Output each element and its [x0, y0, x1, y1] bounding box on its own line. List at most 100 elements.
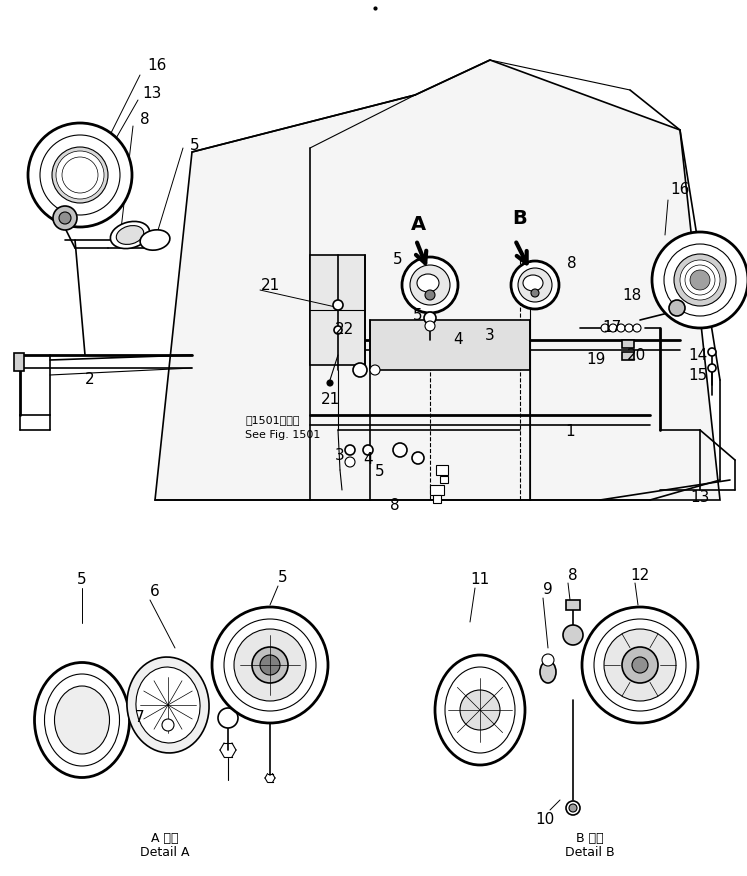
- Circle shape: [708, 364, 716, 372]
- Text: See Fig. 1501: See Fig. 1501: [245, 430, 320, 440]
- Text: 第1501図参照: 第1501図参照: [245, 415, 300, 425]
- Circle shape: [674, 254, 726, 306]
- Circle shape: [334, 326, 342, 334]
- Circle shape: [708, 348, 716, 356]
- Ellipse shape: [117, 226, 143, 244]
- Circle shape: [260, 655, 280, 675]
- Circle shape: [412, 452, 424, 464]
- Text: 18: 18: [622, 287, 642, 302]
- Circle shape: [652, 232, 747, 328]
- Circle shape: [353, 363, 367, 377]
- Ellipse shape: [45, 674, 120, 766]
- Text: 7: 7: [135, 710, 145, 725]
- Text: 14: 14: [689, 348, 707, 363]
- Circle shape: [52, 147, 108, 203]
- Text: 5: 5: [413, 307, 423, 322]
- Text: 8: 8: [390, 498, 400, 512]
- Text: 2: 2: [85, 372, 95, 387]
- Circle shape: [345, 445, 355, 455]
- Bar: [433, 495, 441, 503]
- Ellipse shape: [445, 667, 515, 753]
- Ellipse shape: [140, 230, 170, 251]
- Circle shape: [212, 607, 328, 723]
- Text: 5: 5: [77, 573, 87, 588]
- Ellipse shape: [540, 661, 556, 683]
- Text: 21: 21: [320, 392, 340, 407]
- Circle shape: [162, 719, 174, 731]
- Text: 22: 22: [335, 322, 355, 337]
- Text: B: B: [512, 208, 527, 228]
- Text: 6: 6: [150, 584, 160, 599]
- Circle shape: [604, 629, 676, 701]
- Circle shape: [53, 206, 77, 230]
- Text: A: A: [410, 215, 426, 235]
- Text: Detail A: Detail A: [140, 845, 190, 858]
- Circle shape: [609, 324, 617, 332]
- Circle shape: [633, 324, 641, 332]
- Circle shape: [402, 257, 458, 313]
- Bar: [622, 340, 634, 348]
- Circle shape: [234, 629, 306, 701]
- Bar: [436, 465, 448, 475]
- Text: 10: 10: [536, 813, 554, 828]
- Circle shape: [28, 123, 132, 227]
- Text: 1: 1: [565, 425, 574, 440]
- Text: 15: 15: [689, 368, 707, 383]
- Circle shape: [511, 261, 559, 309]
- Text: 5: 5: [278, 569, 288, 584]
- Circle shape: [393, 443, 407, 457]
- Text: 16: 16: [147, 58, 167, 73]
- Circle shape: [622, 647, 658, 683]
- Text: 16: 16: [670, 182, 689, 197]
- Circle shape: [680, 260, 720, 300]
- Circle shape: [218, 708, 238, 728]
- Circle shape: [563, 625, 583, 645]
- Text: 4: 4: [453, 333, 463, 348]
- Text: 21: 21: [261, 278, 279, 293]
- Circle shape: [669, 300, 685, 316]
- Text: 3: 3: [485, 328, 495, 343]
- Text: 3: 3: [335, 448, 345, 463]
- Circle shape: [252, 647, 288, 683]
- Circle shape: [531, 289, 539, 297]
- Text: 9: 9: [543, 583, 553, 597]
- Circle shape: [425, 290, 435, 300]
- Bar: [622, 352, 634, 360]
- Circle shape: [410, 265, 450, 305]
- Text: 19: 19: [586, 352, 606, 368]
- Text: Detail B: Detail B: [565, 845, 615, 858]
- Text: 13: 13: [143, 86, 161, 101]
- Ellipse shape: [111, 222, 149, 249]
- Circle shape: [345, 457, 355, 467]
- Circle shape: [62, 157, 98, 193]
- Bar: [566, 600, 580, 610]
- Circle shape: [518, 268, 552, 302]
- Circle shape: [569, 804, 577, 812]
- Text: 13: 13: [690, 491, 710, 505]
- Text: 8: 8: [567, 256, 577, 271]
- Text: 20: 20: [627, 348, 645, 363]
- Ellipse shape: [136, 667, 200, 743]
- Text: 12: 12: [630, 568, 650, 583]
- Circle shape: [542, 654, 554, 666]
- Polygon shape: [155, 60, 720, 500]
- Bar: [370, 320, 530, 370]
- Circle shape: [224, 619, 316, 711]
- Ellipse shape: [435, 655, 525, 765]
- Circle shape: [594, 619, 686, 711]
- Circle shape: [566, 801, 580, 815]
- Circle shape: [601, 324, 609, 332]
- Ellipse shape: [55, 686, 110, 754]
- Circle shape: [370, 365, 380, 375]
- Circle shape: [425, 321, 435, 331]
- Text: 5: 5: [393, 252, 403, 267]
- Ellipse shape: [523, 275, 543, 291]
- Text: B 詳細: B 詳細: [576, 831, 604, 844]
- Text: 8: 8: [568, 568, 578, 583]
- Circle shape: [56, 151, 104, 199]
- Circle shape: [685, 265, 715, 295]
- Text: 8: 8: [140, 112, 150, 128]
- Circle shape: [664, 244, 736, 316]
- Circle shape: [59, 212, 71, 224]
- Text: 5: 5: [190, 138, 199, 152]
